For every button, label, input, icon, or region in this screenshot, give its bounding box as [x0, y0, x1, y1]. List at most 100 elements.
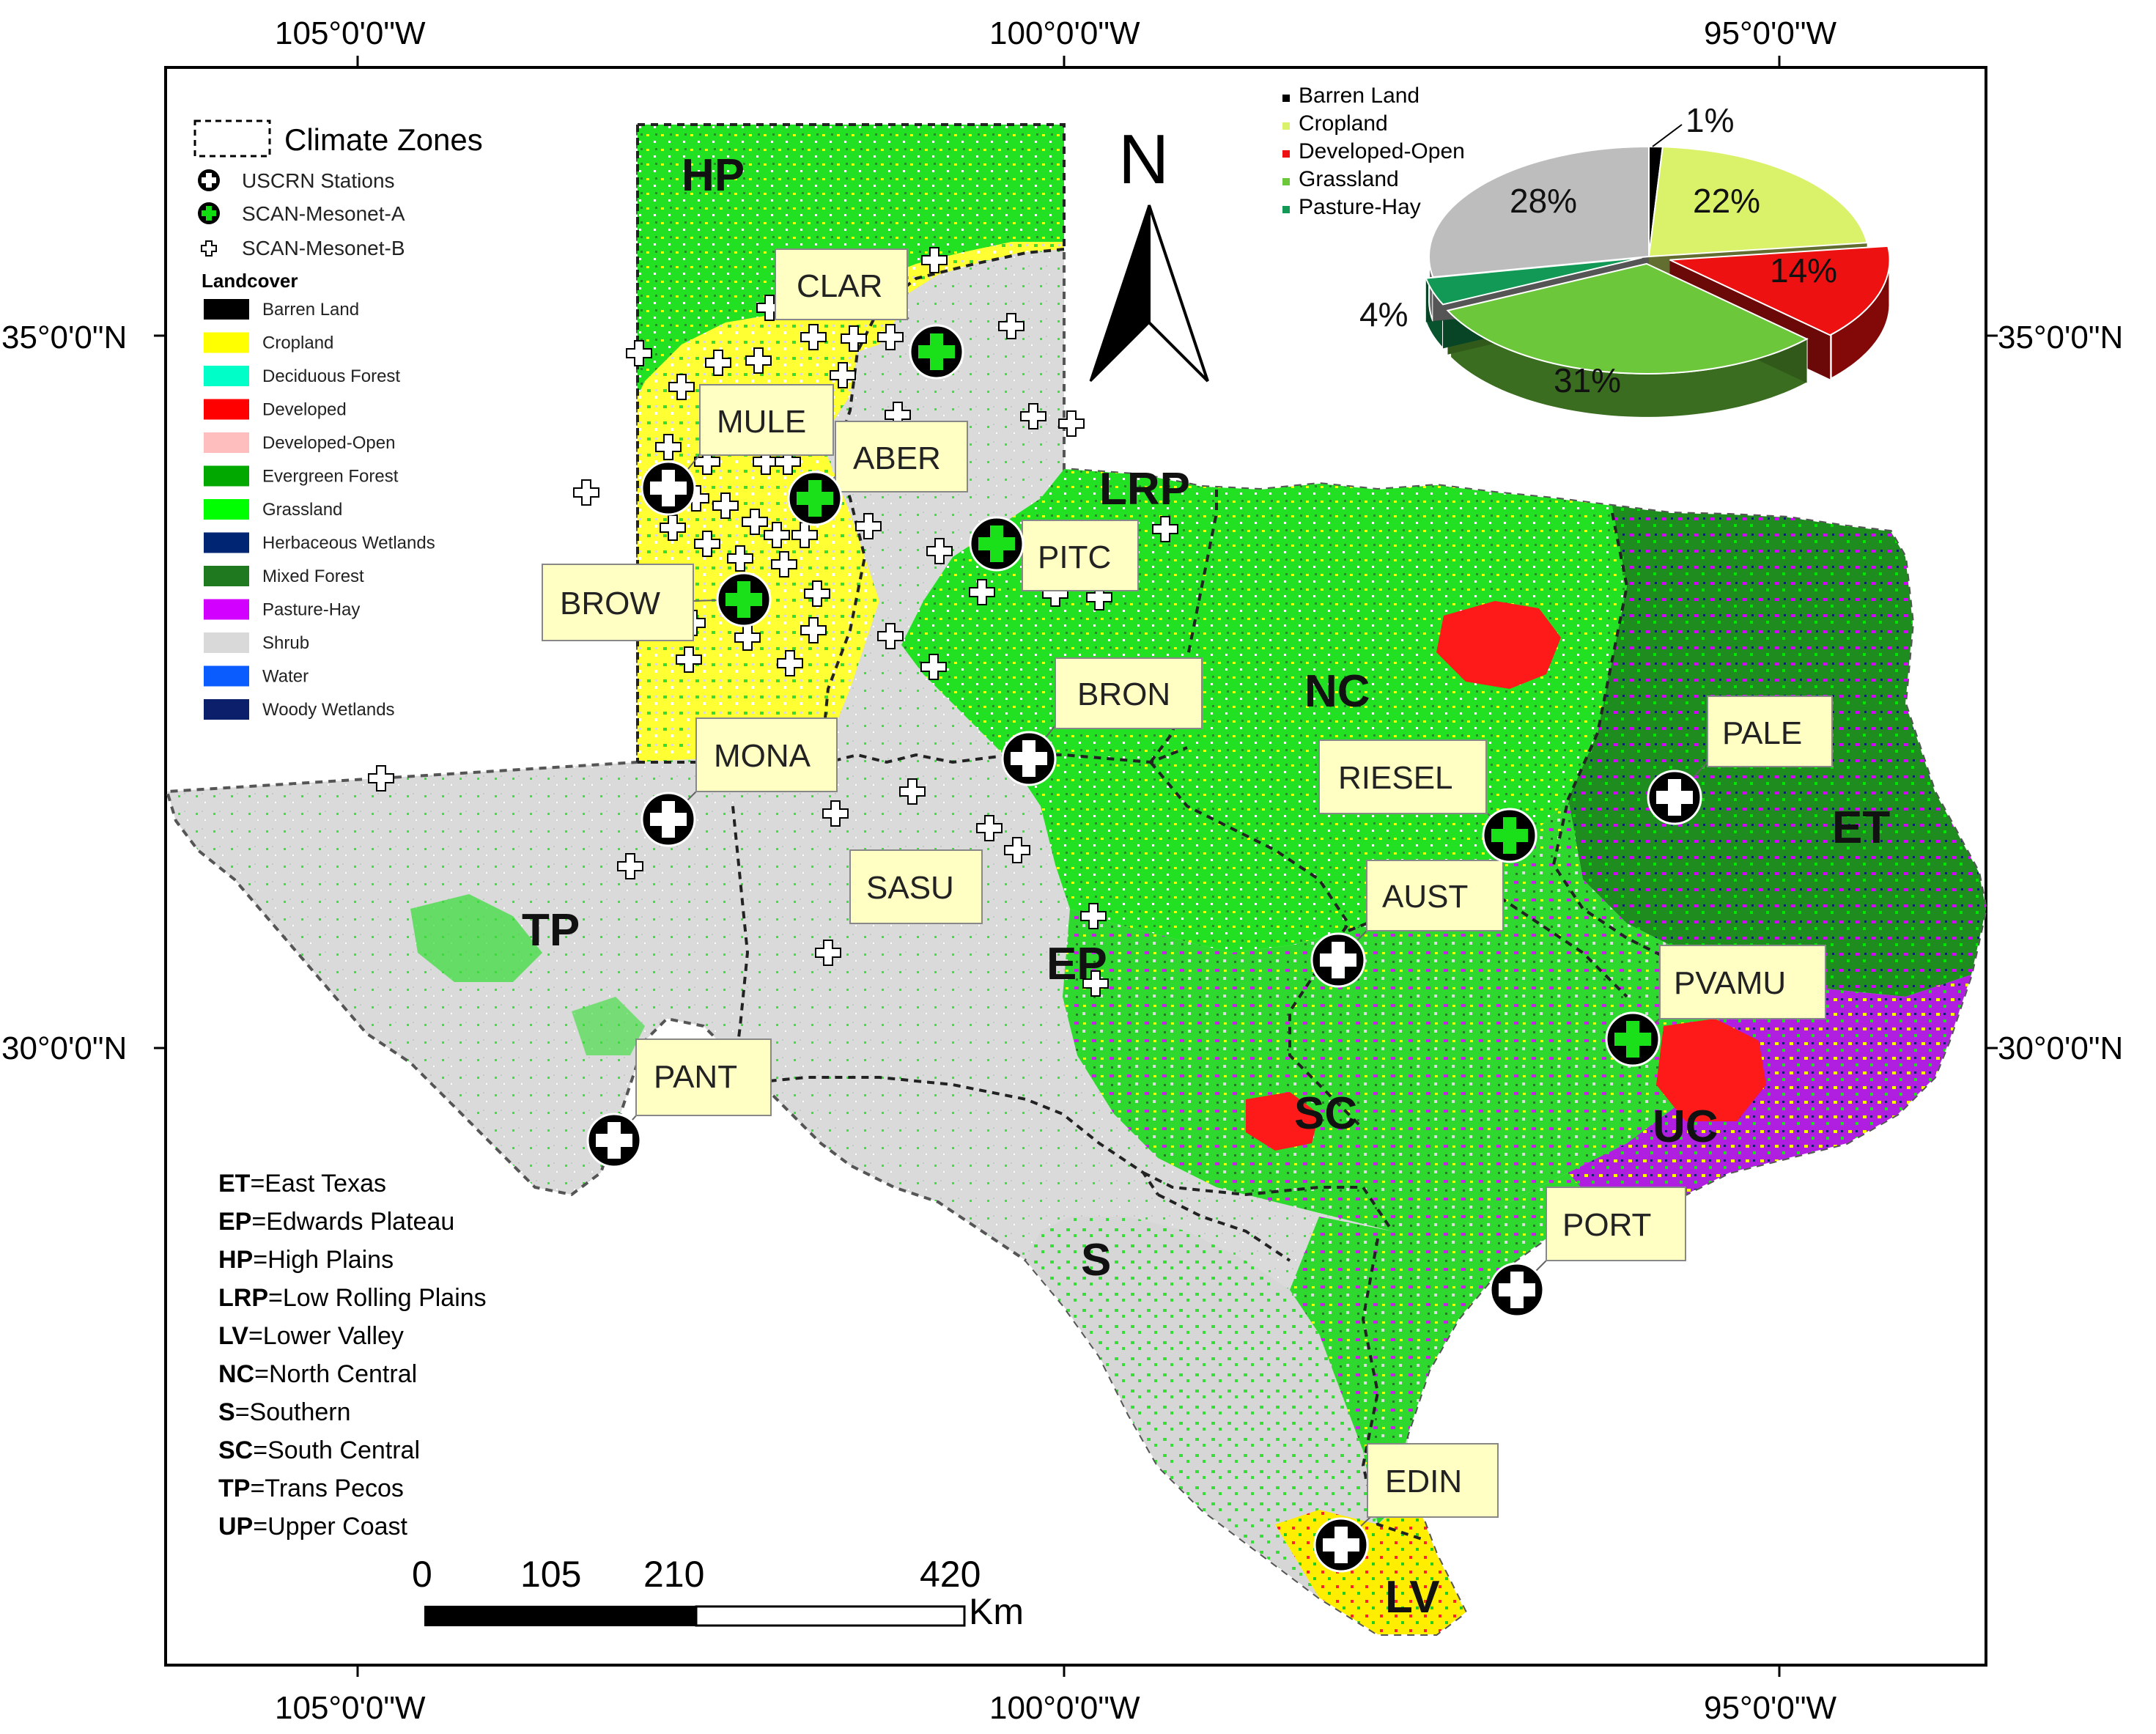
legend-scan-a-icon	[198, 202, 220, 224]
scan-b-station-icon	[745, 347, 772, 374]
abbreviation-item: ET=East Texas	[218, 1170, 386, 1198]
uscrn-station-icon-cross-h	[1656, 791, 1693, 804]
station-box-port	[1546, 1187, 1686, 1261]
scan-b-station-icon	[727, 545, 753, 572]
scan-b-station-icon	[655, 434, 682, 460]
lon-top-105: 105°0'0"W	[275, 15, 426, 51]
station-label-bron: BRON	[1077, 676, 1170, 712]
station-callouts: CLAR MULE ABER PITC BROW BRON MONA RIESE…	[542, 248, 1833, 1546]
pie-legend-label: Barren Land	[1299, 84, 1420, 108]
station-label-mule: MULE	[717, 404, 806, 440]
landcover-swatch	[204, 332, 249, 353]
landcover-legend-label: Barren Land	[262, 300, 359, 320]
landcover-legend-label: Cropland	[262, 333, 333, 353]
scan-b-station-icon	[1152, 516, 1178, 542]
scan-b-station-icon	[830, 362, 856, 388]
landcover-swatch	[204, 632, 249, 653]
pie-slice-cropland	[1647, 146, 1868, 258]
lon-bottom-100: 100°0'0"W	[989, 1690, 1140, 1726]
landcover-swatch	[204, 665, 249, 687]
pie-legend-swatch	[1282, 178, 1290, 185]
uscrn-station-icon-cross-h	[650, 813, 687, 826]
uscrn-station-icon-cross-h	[1499, 1283, 1535, 1296]
scan-a-station-icon-cross-h	[918, 345, 955, 358]
pie-percent-label: 31%	[1554, 361, 1621, 399]
scan-b-station-icon	[777, 650, 803, 676]
abbreviation-name: =Low Rolling Plains	[268, 1284, 487, 1312]
landcover-swatch	[204, 532, 249, 553]
station-label-pant: PANT	[654, 1059, 737, 1095]
scan-b-station-icon	[877, 324, 904, 350]
legend-scan-a-label: SCAN-Mesonet-A	[242, 202, 405, 225]
scan-b-station-icon	[926, 538, 953, 564]
scale-unit: Km	[969, 1591, 1024, 1632]
lat-left-30: 30°0'0"N	[1, 1030, 127, 1066]
scan-b-station-icon	[855, 513, 882, 539]
uscrn-station-icon-cross-h	[1320, 953, 1356, 967]
abbreviation-item: LV=Lower Valley	[218, 1322, 404, 1350]
landcover-legend-label: Developed	[262, 400, 347, 420]
pie-legend-label: Developed-Open	[1299, 139, 1465, 163]
station-box-pale	[1707, 696, 1833, 767]
station-box-riesel	[1318, 739, 1487, 814]
pie-labels: 1% 22% 14% 31% 4% 28%	[1359, 101, 1837, 399]
scan-b-station-icon	[1020, 403, 1046, 429]
zone-abbreviation-list: ET=East Texas EP=Edwards Plateau HP=High P…	[218, 1170, 487, 1541]
landcover-legend-label: Pasture-Hay	[262, 600, 360, 620]
map-legend: Climate Zones USCRN Stations SCAN-Mesone…	[193, 119, 483, 720]
scan-b-station-icon	[1080, 903, 1107, 929]
station-box-bron	[1055, 657, 1203, 729]
station-box-mule	[699, 384, 834, 456]
uscrn-station-icon-cross-h	[650, 482, 687, 495]
zone-labels: HP LRP NC ET TP EP SC UC S LV	[522, 150, 1890, 1623]
abbreviation-item: S=Southern	[218, 1398, 351, 1426]
abbreviation-code: TP	[218, 1475, 250, 1502]
station-box-pant	[635, 1038, 772, 1116]
station-markers	[586, 324, 1702, 1573]
scan-a-station-icon-cross-h	[978, 537, 1015, 550]
abbreviation-code: LV	[218, 1322, 248, 1350]
climate-zone-swatch	[193, 119, 271, 158]
pie-percent-label: 1%	[1686, 101, 1734, 139]
scan-b-station-icon	[969, 579, 995, 605]
station-label-brow: BROW	[560, 586, 660, 621]
lon-bottom-105: 105°0'0"W	[275, 1690, 426, 1726]
station-label-pitc: PITC	[1038, 539, 1111, 575]
station-box-pitc	[1022, 520, 1139, 591]
landcover-swatch	[204, 499, 249, 520]
station-box-aber	[835, 421, 968, 492]
pie-percent-label: 22%	[1693, 182, 1760, 220]
scan-b-station-icon	[668, 374, 695, 400]
legend-climate-zones: Climate Zones	[284, 122, 483, 157]
landcover-swatch	[204, 599, 249, 620]
landcover-legend-label: Evergreen Forest	[262, 467, 399, 487]
scan-a-station-icon-cross-h	[1614, 1033, 1651, 1046]
scan-b-station-icon	[753, 449, 779, 475]
abbreviation-code: ET	[218, 1170, 251, 1198]
scan-b-station-icon	[976, 815, 1003, 841]
scan-a-station-icon-cross-h	[726, 593, 762, 606]
lon-top-95: 95°0'0"W	[1704, 15, 1836, 51]
scan-b-station-icon	[694, 531, 720, 557]
zone-label-et: ET	[1832, 803, 1890, 853]
scan-b-station-icon	[800, 617, 827, 643]
scale-segment-black	[424, 1606, 697, 1626]
pie-percent-label: 14%	[1770, 251, 1837, 289]
pie-legend-label: Grassland	[1299, 167, 1399, 191]
station-box-pvamu	[1659, 945, 1826, 1019]
scan-b-station-icon	[771, 551, 797, 578]
scan-b-station-icon	[712, 492, 739, 519]
pie-legend-swatch	[1282, 122, 1290, 130]
abbreviation-item: LRP=Low Rolling Plains	[218, 1284, 487, 1312]
station-box-sasu	[849, 849, 983, 924]
abbreviation-code: LRP	[218, 1284, 268, 1312]
landcover-swatch	[204, 465, 249, 487]
scan-b-station-icon	[660, 514, 686, 541]
abbreviation-item: TP=Trans Pecos	[218, 1475, 404, 1502]
scale-tick-420: 420	[920, 1554, 981, 1595]
scan-b-station-icon	[1086, 584, 1112, 610]
lat-left-35: 35°0'0"N	[1, 320, 127, 355]
scan-b-station-icon	[573, 479, 599, 506]
scale-tick-105: 105	[520, 1554, 581, 1595]
zone-label-lv: LV	[1385, 1572, 1440, 1623]
